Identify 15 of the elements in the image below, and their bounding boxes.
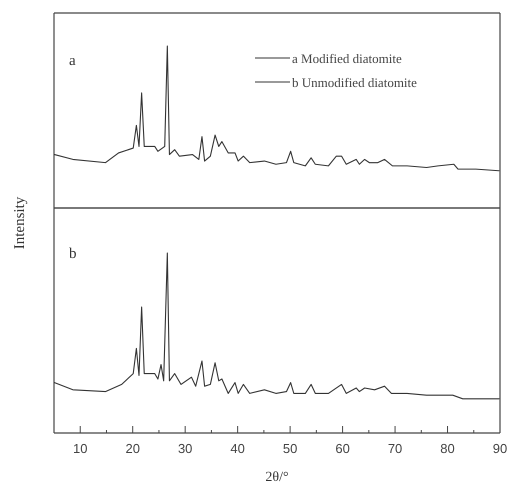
x-tick-label: 70 xyxy=(388,441,402,456)
x-tick-label: 50 xyxy=(282,441,298,456)
y-axis-title: Intensity xyxy=(12,196,28,250)
legend-label: b Unmodified diatomite xyxy=(292,75,418,90)
annotation: a xyxy=(69,53,76,69)
legend-label: a Modified diatomite xyxy=(292,51,402,66)
annotation: b xyxy=(69,246,76,262)
x-tick-label: 90 xyxy=(492,441,508,456)
x-tick-label: 80 xyxy=(440,441,455,456)
x-tick-label: 30 xyxy=(178,441,192,456)
x-tick-label: 40 xyxy=(230,441,245,456)
x-tick-label: 10 xyxy=(73,441,88,456)
x-tick-label: 20 xyxy=(125,441,140,456)
x-axis-title: 2θ/° xyxy=(265,470,289,485)
x-tick-label: 60 xyxy=(335,441,350,456)
